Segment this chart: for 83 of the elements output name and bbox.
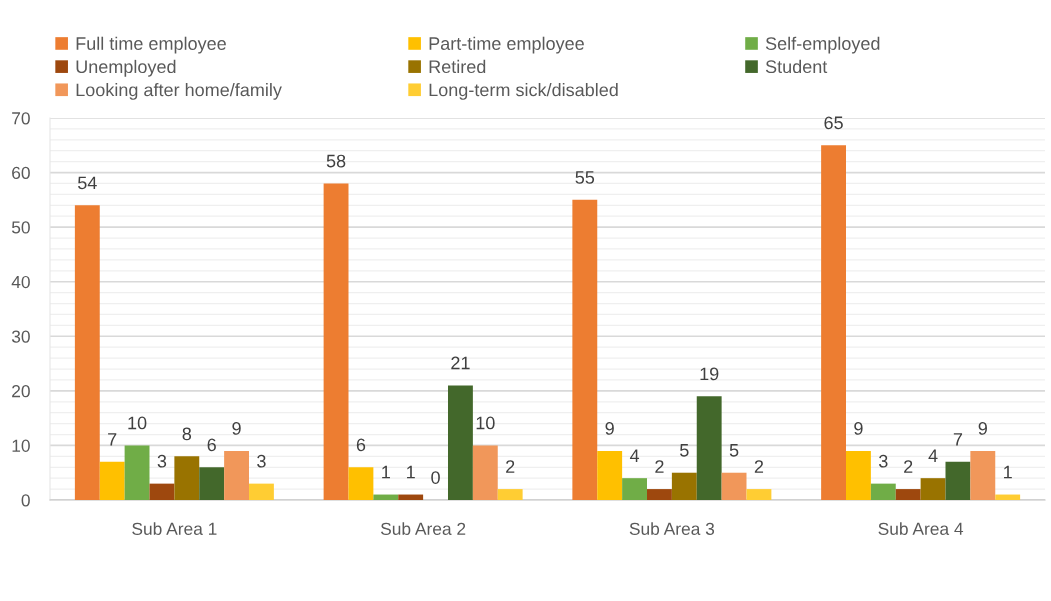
y-tick-label: 50	[11, 221, 30, 234]
bar	[746, 489, 772, 500]
bar	[99, 461, 125, 500]
data-label: 9	[605, 422, 614, 435]
legend-label: Part-time employee	[429, 36, 584, 54]
bar	[995, 494, 1021, 500]
data-label: 4	[629, 449, 640, 462]
data-label: 10	[476, 416, 495, 430]
bar	[249, 483, 274, 500]
data-label: 1	[1004, 465, 1012, 479]
bar	[970, 450, 996, 500]
data-label: 1	[382, 465, 390, 479]
bar	[870, 483, 896, 500]
bar	[622, 478, 647, 500]
data-label: 58	[326, 154, 346, 168]
x-tick-label: Sub Area 1	[132, 522, 217, 535]
bar	[696, 396, 722, 500]
y-tick-label: 60	[12, 166, 30, 180]
data-label: 9	[978, 422, 987, 435]
bar	[398, 494, 424, 500]
legend-label: Self-employed	[765, 36, 880, 54]
data-label: 9	[854, 422, 863, 435]
data-label: 2	[655, 460, 664, 473]
y-tick-label: 30	[11, 330, 30, 343]
bar	[920, 478, 946, 500]
x-tick-label: Sub Area 3	[629, 522, 715, 535]
data-label: 1	[407, 465, 415, 479]
y-tick-label: 20	[12, 385, 30, 398]
data-label: 5	[680, 444, 689, 457]
data-label: 3	[257, 454, 266, 468]
data-label: 2	[506, 460, 515, 473]
bar	[74, 205, 100, 500]
data-label: 2	[904, 460, 913, 473]
bar	[448, 385, 473, 500]
legend-label: Full time employee	[76, 36, 226, 54]
bar	[497, 489, 523, 500]
legend-label: Long-term sick/disabled	[429, 83, 618, 100]
data-label: 6	[356, 438, 366, 452]
bar	[572, 199, 598, 500]
bar	[348, 467, 374, 500]
bar	[199, 467, 225, 500]
bar	[671, 472, 697, 500]
bar	[597, 450, 623, 500]
data-label: 54	[77, 176, 97, 190]
data-label: 5	[729, 444, 739, 457]
legend-label: Student	[765, 59, 828, 74]
bar	[174, 456, 200, 500]
legend-label: Retired	[429, 59, 486, 74]
data-label: 8	[182, 427, 192, 441]
data-label: 4	[928, 449, 938, 462]
data-label: 65	[824, 116, 843, 130]
y-tick-label: 0	[21, 494, 30, 507]
bar	[647, 489, 672, 500]
data-label: 3	[157, 454, 167, 468]
y-tick-label: 40	[11, 275, 30, 289]
y-tick-label: 10	[12, 439, 30, 452]
data-label: 7	[953, 433, 963, 446]
bar	[821, 145, 846, 500]
bar	[472, 445, 498, 500]
bar	[721, 472, 747, 500]
data-label: 6	[207, 438, 216, 452]
legend-label: Unemployed	[76, 59, 176, 77]
data-label: 7	[108, 433, 117, 446]
x-tick-label: Sub Area 2	[380, 522, 466, 535]
data-label: 0	[431, 471, 440, 484]
legend-label: Looking after home/family	[76, 83, 282, 100]
bar	[895, 489, 921, 500]
bar	[846, 450, 871, 500]
data-label: 3	[878, 454, 888, 468]
data-label: 9	[232, 422, 241, 435]
x-tick-label: Sub Area 4	[878, 522, 964, 535]
bar	[224, 450, 249, 500]
bar	[124, 445, 150, 500]
data-label: 21	[451, 356, 470, 370]
data-label: 2	[754, 460, 764, 473]
bar	[373, 494, 399, 500]
bar	[149, 483, 175, 500]
bar	[323, 183, 349, 500]
y-tick-label: 70	[12, 112, 30, 125]
bar	[945, 461, 971, 500]
data-label: 19	[700, 367, 719, 381]
data-label: 10	[128, 416, 147, 430]
data-label: 55	[575, 171, 595, 184]
